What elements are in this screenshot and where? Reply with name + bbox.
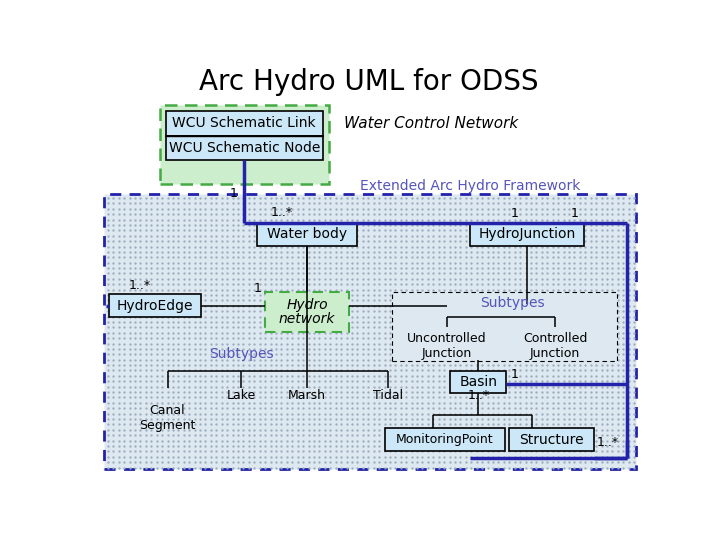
Text: Extended Arc Hydro Framework: Extended Arc Hydro Framework [359, 179, 580, 193]
Bar [109, 294, 201, 318]
Text: Subtypes: Subtypes [480, 296, 545, 310]
Text: WCU Schematic Node: WCU Schematic Node [168, 141, 320, 155]
Text: Tidal: Tidal [373, 389, 403, 402]
Bar [166, 136, 323, 160]
Text: Hydro: Hydro [286, 298, 328, 312]
Text: 1..*: 1..* [467, 389, 490, 402]
Text: Water body: Water body [267, 227, 347, 241]
Bar [166, 111, 323, 136]
Text: 1: 1 [230, 187, 238, 200]
Text: WCU Schematic Link: WCU Schematic Link [172, 116, 316, 130]
Text: HydroEdge: HydroEdge [117, 299, 194, 313]
Text: 1: 1 [510, 207, 518, 220]
Text: Marsh: Marsh [288, 389, 326, 402]
Bar [104, 194, 636, 469]
Text: 1: 1 [570, 207, 578, 220]
Text: Controlled
Junction: Controlled Junction [523, 332, 588, 360]
Text: Canal
Segment: Canal Segment [139, 403, 196, 431]
Text: network: network [279, 312, 336, 326]
Text: Uncontrolled
Junction: Uncontrolled Junction [407, 332, 486, 360]
Text: Structure: Structure [519, 433, 583, 447]
Bar [160, 105, 329, 184]
Bar [508, 428, 594, 451]
Text: Subtypes: Subtypes [209, 347, 274, 361]
Text: Lake: Lake [227, 389, 256, 402]
Text: 1..*: 1..* [129, 279, 151, 292]
Bar [256, 222, 357, 246]
Bar [384, 428, 505, 451]
Bar [451, 372, 506, 393]
Text: Basin: Basin [459, 375, 498, 389]
Text: 1: 1 [510, 368, 518, 381]
Text: HydroJunction: HydroJunction [479, 227, 576, 241]
Text: 1..*: 1..* [271, 206, 293, 219]
Bar [265, 292, 349, 332]
Text: MonitoringPoint: MonitoringPoint [395, 433, 493, 446]
Bar [469, 222, 585, 246]
Text: 1: 1 [253, 281, 261, 295]
Text: Water Control Network: Water Control Network [344, 116, 518, 131]
Text: Arc Hydro UML for ODSS: Arc Hydro UML for ODSS [199, 68, 539, 96]
Text: 1..*: 1..* [597, 436, 618, 449]
Bar [392, 292, 617, 361]
